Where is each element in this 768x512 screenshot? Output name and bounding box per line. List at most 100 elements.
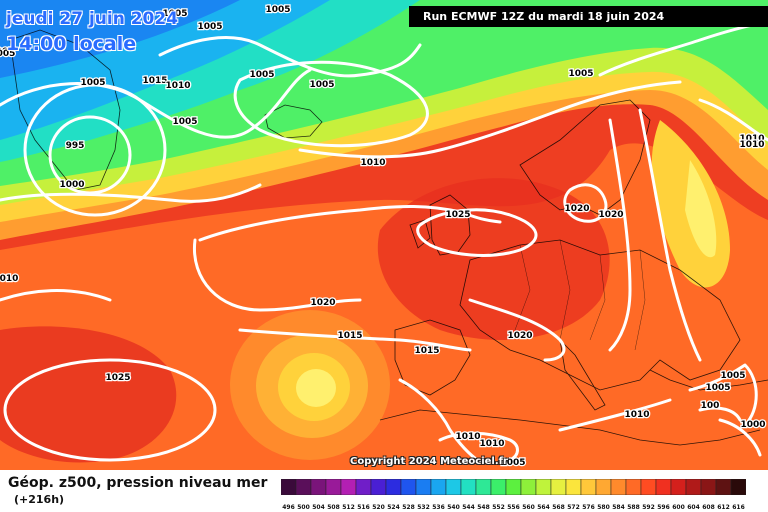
isobar-label: 1010 <box>739 140 764 150</box>
scale-value-label: 548 <box>477 504 490 511</box>
scale-swatch <box>730 479 746 495</box>
scale-swatch <box>385 479 402 495</box>
legend-subtitle: (+216h) <box>14 493 65 506</box>
scale-swatch <box>310 479 327 495</box>
scale-value-label: 612 <box>717 504 730 511</box>
scale-swatch <box>655 479 672 495</box>
scale-value-label: 500 <box>297 504 310 511</box>
scale-value-label: 520 <box>372 504 385 511</box>
scale-value-label: 496 <box>282 504 295 511</box>
isobar-label: 1005 <box>568 69 593 79</box>
scale-swatch <box>505 479 522 495</box>
isobar-label: 1010 <box>479 439 504 449</box>
isobar-label: 1020 <box>310 298 335 308</box>
isobar-label: 1010 <box>624 410 649 420</box>
forecast-time: 14:00 locale <box>6 33 137 55</box>
scale-swatch <box>460 479 477 495</box>
isobar-label: 1010 <box>165 81 190 91</box>
scale-value-label: 564 <box>537 504 550 511</box>
isobar-label: 1005 <box>249 70 274 80</box>
isobar-label: 1010 <box>455 432 480 442</box>
scale-swatch <box>640 479 657 495</box>
scale-value-label: 556 <box>507 504 520 511</box>
scale-swatch <box>670 479 687 495</box>
scale-value-label: 524 <box>387 504 400 511</box>
isobar-label: 995 <box>66 141 85 151</box>
isobar-label: 1005 <box>500 458 525 468</box>
scale-value-label: 544 <box>462 504 475 511</box>
scale-value-label: 580 <box>597 504 610 511</box>
scale-swatch <box>580 479 597 495</box>
scale-value-label: 536 <box>432 504 445 511</box>
scale-swatch <box>400 479 417 495</box>
scale-swatch <box>430 479 447 495</box>
scale-swatch <box>520 479 537 495</box>
scale-swatch <box>550 479 567 495</box>
scale-swatch <box>415 479 432 495</box>
scale-value-label: 608 <box>702 504 715 511</box>
legend-title: Géop. z500, pression niveau mer <box>8 475 268 491</box>
isobar-label: 1020 <box>507 331 532 341</box>
model-run-banner: Run ECMWF 12Z du mardi 18 juin 2024 <box>409 6 768 27</box>
color-scale-labels: 496 500 504 508 512 516 520 524 528 532 536 540 544 5… <box>282 504 745 511</box>
scale-value-label: 588 <box>627 504 640 511</box>
scale-swatch <box>715 479 732 495</box>
scale-value-label: 596 <box>657 504 670 511</box>
isobar-label: 100 <box>701 401 720 411</box>
isobar-label: 1005 <box>162 9 187 19</box>
legend-bar: Géop. z500, pression niveau mer (+216h) … <box>0 470 768 512</box>
isobar-label: 1020 <box>564 204 589 214</box>
scale-swatch <box>370 479 387 495</box>
scale-swatch <box>475 479 492 495</box>
scale-value-label: 504 <box>312 504 325 511</box>
scale-swatch <box>295 479 312 495</box>
scale-swatch <box>625 479 642 495</box>
scale-value-label: 568 <box>552 504 565 511</box>
isobar-label: 1005 <box>720 371 745 381</box>
isobar-label: 1005 <box>80 78 105 88</box>
isobar-label: 1005 <box>705 383 730 393</box>
scale-value-label: 604 <box>687 504 700 511</box>
isobar-label: 005 <box>0 49 15 59</box>
isobar-label: 010 <box>0 274 18 284</box>
scale-value-label: 528 <box>402 504 415 511</box>
scale-swatch <box>565 479 582 495</box>
scale-value-label: 512 <box>342 504 355 511</box>
scale-value-label: 584 <box>612 504 625 511</box>
scale-value-label: 516 <box>357 504 370 511</box>
scale-swatch <box>685 479 702 495</box>
scale-value-label: 552 <box>492 504 505 511</box>
scale-value-label: 532 <box>417 504 430 511</box>
scale-swatch <box>490 479 507 495</box>
isobar-label: 1005 <box>0 47 15 57</box>
scale-swatch <box>340 479 357 495</box>
isobar-label: 1025 <box>445 210 470 220</box>
isobar-label: 1005 <box>172 117 197 127</box>
scale-swatch <box>595 479 612 495</box>
isobar-label: 1000 <box>59 180 84 190</box>
color-scale <box>281 479 746 495</box>
isobar-label: 1020 <box>598 210 623 220</box>
geopotential-field: 1005100510051005005100510151010100510059… <box>0 0 768 470</box>
weather-map: 1005100510051005005100510151010100510059… <box>0 0 768 470</box>
scale-value-label: 560 <box>522 504 535 511</box>
scale-value-label: 600 <box>672 504 685 511</box>
isobar-label: 1010 <box>739 134 764 144</box>
scale-value-label: 576 <box>582 504 595 511</box>
isobar-label: 1005 <box>309 80 334 90</box>
isobar-label: 1000 <box>740 420 765 430</box>
scale-value-label: 508 <box>327 504 340 511</box>
scale-value-label: 592 <box>642 504 655 511</box>
scale-swatch <box>535 479 552 495</box>
isobar-label: 1015 <box>142 76 167 86</box>
scale-swatch <box>355 479 372 495</box>
scale-swatch <box>281 479 297 495</box>
isobar-label: 1010 <box>360 158 385 168</box>
isobar-label: 1005 <box>197 22 222 32</box>
isobar-label: 1015 <box>414 346 439 356</box>
isobar-label: 1015 <box>337 331 362 341</box>
isobar-label: 1025 <box>105 373 130 383</box>
scale-value-label: 616 <box>732 504 745 511</box>
scale-swatch <box>700 479 717 495</box>
scale-swatch <box>610 479 627 495</box>
